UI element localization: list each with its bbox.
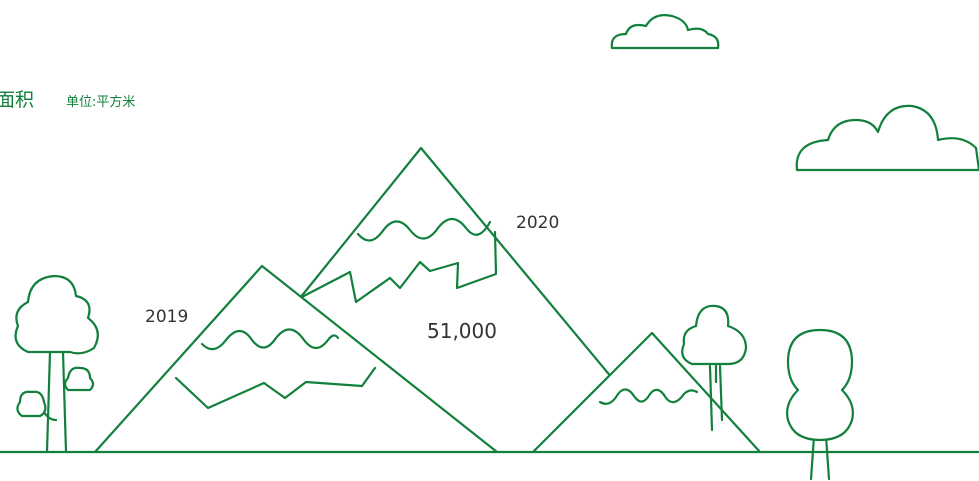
unit: 单位:平方米 bbox=[66, 94, 135, 110]
year-label: 2019 bbox=[145, 307, 188, 327]
infographic: 面积 单位:平方米 2019 2020 51,000 bbox=[0, 0, 979, 481]
mountains bbox=[95, 148, 760, 452]
title: 面积 bbox=[0, 89, 34, 111]
year-label: 2020 bbox=[516, 213, 559, 233]
value-label: 51,000 bbox=[427, 319, 497, 343]
clouds bbox=[612, 15, 979, 170]
